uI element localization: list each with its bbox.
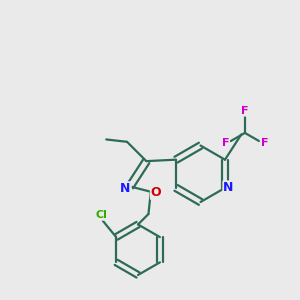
Text: N: N	[120, 182, 131, 195]
Text: Cl: Cl	[95, 210, 107, 220]
Text: N: N	[224, 182, 234, 194]
Text: F: F	[261, 138, 268, 148]
Text: F: F	[241, 106, 249, 116]
Text: F: F	[222, 138, 229, 148]
Text: O: O	[151, 186, 161, 199]
